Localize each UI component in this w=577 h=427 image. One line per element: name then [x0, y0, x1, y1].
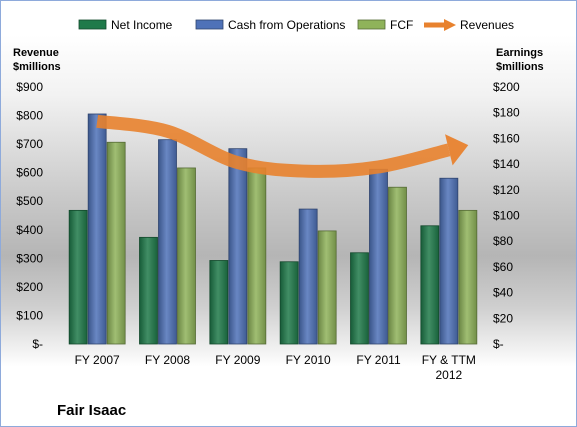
left-tick-label: $100 — [16, 308, 43, 322]
category-label: FY & TTM — [422, 353, 476, 367]
bar-cash-from-operations — [439, 177, 459, 345]
legend-swatch — [357, 19, 386, 30]
legend-label: FCF — [390, 18, 413, 32]
left-axis-title: $millions — [13, 61, 61, 73]
bar-fcf — [458, 209, 478, 345]
bar-net-income — [68, 209, 88, 345]
left-tick-label: $300 — [16, 251, 43, 265]
right-tick-label: $160 — [493, 131, 520, 145]
left-axis-title: Revenue — [13, 47, 59, 59]
right-tick-label: $60 — [493, 260, 513, 274]
right-axis-title: Earnings — [496, 47, 543, 59]
right-tick-label: $100 — [493, 209, 520, 223]
bar-fcf — [247, 167, 267, 345]
bar-cash-from-operations — [298, 208, 318, 345]
left-tick-label: $900 — [16, 80, 43, 94]
bar-net-income — [420, 225, 440, 345]
right-tick-label: $180 — [493, 106, 520, 120]
bar-cash-from-operations — [87, 113, 107, 345]
category-label: FY 2011 — [356, 353, 401, 367]
right-tick-label: $- — [493, 337, 504, 351]
left-tick-label: $200 — [16, 280, 43, 294]
category-label: FY 2010 — [286, 353, 331, 367]
bar-net-income — [279, 261, 299, 345]
legend-label: Cash from Operations — [228, 18, 345, 32]
bar-cash-from-operations — [369, 168, 388, 345]
right-axis-title: $millions — [496, 61, 544, 73]
company-name: Fair Isaac — [57, 402, 126, 419]
left-tick-label: $700 — [16, 137, 43, 151]
bar-net-income — [139, 236, 158, 345]
legend-swatch — [195, 19, 224, 30]
legend-label: Revenues — [460, 18, 514, 32]
bar-cash-from-operations — [228, 148, 248, 345]
bar-net-income — [209, 260, 229, 345]
right-tick-label: $20 — [493, 311, 513, 325]
right-tick-label: $80 — [493, 234, 513, 248]
category-label: FY 2009 — [215, 353, 260, 367]
right-tick-label: $120 — [493, 183, 520, 197]
bar-fcf — [106, 141, 126, 345]
legend-swatch — [78, 19, 107, 30]
bar-fcf — [388, 186, 407, 345]
category-label: FY 2007 — [75, 353, 120, 367]
left-tick-label: $- — [32, 337, 43, 351]
category-label: 2012 — [435, 368, 462, 382]
left-tick-label: $400 — [16, 223, 43, 237]
revenue-trend-line — [96, 114, 451, 178]
bar-fcf — [177, 167, 196, 345]
bar-fcf — [317, 230, 337, 345]
left-tick-label: $800 — [16, 109, 43, 123]
bar-net-income — [350, 252, 369, 345]
left-tick-label: $600 — [16, 166, 43, 180]
right-tick-label: $200 — [493, 80, 520, 94]
bar-cash-from-operations — [158, 139, 177, 345]
legend-arrow-head — [444, 19, 456, 31]
revenue-trend-arrowhead — [445, 134, 469, 166]
category-label: FY 2008 — [145, 353, 190, 367]
legend-label: Net Income — [111, 18, 173, 32]
right-tick-label: $140 — [493, 157, 520, 171]
left-tick-label: $500 — [16, 194, 43, 208]
right-tick-label: $40 — [493, 286, 513, 300]
